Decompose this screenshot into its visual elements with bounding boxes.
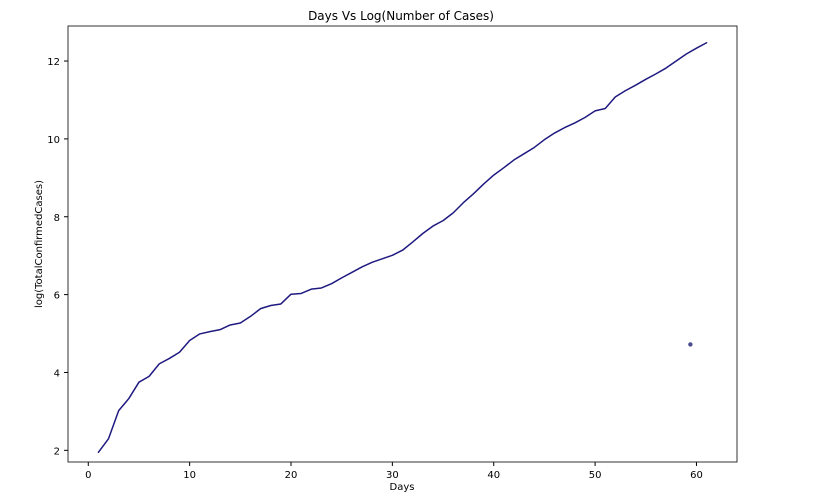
- x-tick-label: 30: [386, 470, 399, 481]
- plot-frame: [67, 25, 738, 463]
- y-axis: 2 4 6 8 10 12: [47, 57, 68, 457]
- series-line: [97, 41, 708, 454]
- series-layer: [97, 41, 708, 454]
- points-layer: [688, 342, 693, 347]
- x-tick-label: 50: [589, 470, 602, 481]
- data-point: [688, 342, 693, 347]
- x-tick-label: 0: [85, 470, 91, 481]
- x-tick-label: 20: [285, 470, 298, 481]
- y-tick-label: 4: [54, 368, 60, 379]
- y-tick-label: 10: [47, 135, 60, 146]
- x-axis-label: Days: [390, 482, 415, 493]
- y-axis-label: log(TotalConfirmedCases): [34, 180, 45, 308]
- x-axis: 0 10 20 30 40 50 60: [85, 462, 703, 481]
- x-tick-label: 40: [487, 470, 500, 481]
- x-tick-label: 60: [690, 470, 703, 481]
- y-tick-label: 12: [47, 57, 60, 68]
- y-tick-label: 8: [54, 213, 60, 224]
- chart-title: Days Vs Log(Number of Cases): [308, 9, 494, 23]
- y-tick-label: 2: [54, 446, 60, 457]
- y-tick-label: 6: [54, 291, 60, 302]
- x-tick-label: 10: [183, 470, 196, 481]
